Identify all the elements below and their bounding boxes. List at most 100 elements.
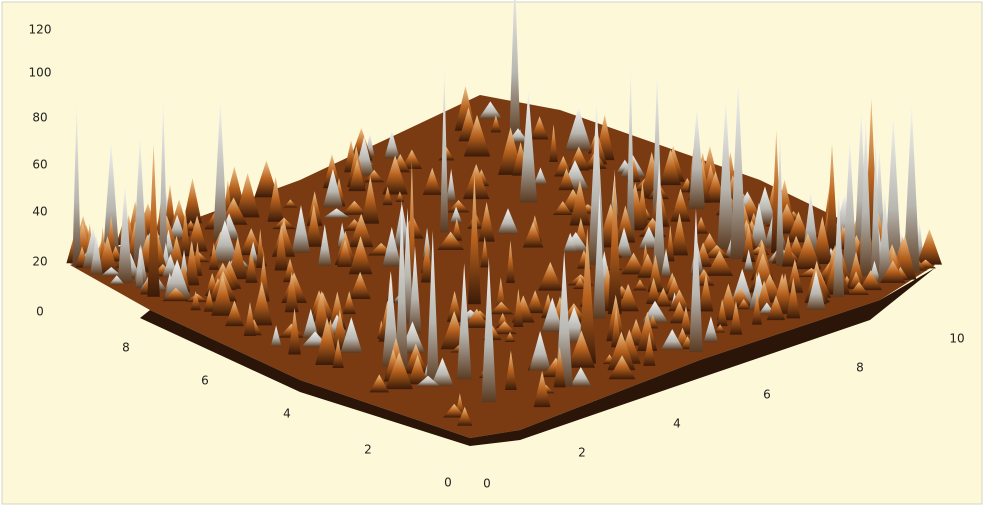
spike: [842, 138, 858, 276]
spike: [208, 242, 219, 270]
left-axis-label: 8: [122, 341, 130, 355]
z-axis-label: 0: [36, 305, 44, 319]
spike: [183, 178, 202, 224]
spike: [884, 114, 902, 273]
spike: [716, 298, 728, 326]
spike: [463, 308, 490, 328]
spike: [781, 235, 795, 267]
spike: [660, 248, 672, 277]
spike: [235, 172, 260, 218]
spike: [549, 124, 558, 163]
z-axis-label: 60: [32, 158, 47, 172]
spike: [554, 155, 573, 177]
spike: [437, 231, 465, 250]
spike: [256, 228, 265, 268]
spike: [706, 250, 734, 276]
spike: [227, 236, 248, 280]
spike: [348, 158, 366, 192]
spike: [284, 271, 299, 313]
spike: [251, 281, 273, 326]
spike: [565, 107, 592, 151]
spike: [694, 216, 708, 234]
spike: [267, 176, 284, 222]
spike: [506, 240, 515, 284]
spike: [490, 115, 502, 133]
spike: [245, 248, 258, 283]
surface-shadow-edge: [140, 268, 935, 446]
spike: [291, 205, 311, 254]
spike: [440, 67, 449, 233]
spike: [742, 223, 756, 263]
spike: [302, 308, 319, 338]
spike: [489, 301, 514, 315]
spike: [775, 133, 784, 266]
spike: [570, 366, 592, 387]
left-axis-label: 0: [444, 476, 452, 490]
spike: [162, 287, 190, 302]
spike: [615, 205, 636, 243]
spike: [254, 160, 279, 198]
spike: [305, 203, 323, 247]
spike: [158, 99, 168, 270]
spike: [90, 235, 103, 275]
spike: [462, 163, 490, 200]
spike: [652, 160, 666, 275]
spike: [213, 100, 228, 242]
spike: [679, 306, 693, 335]
spike: [426, 230, 439, 384]
spike: [456, 262, 472, 380]
spike: [407, 354, 428, 385]
spike: [102, 140, 120, 256]
spike: [717, 99, 735, 250]
spike: [341, 200, 367, 215]
spike: [431, 357, 454, 386]
spike: [533, 167, 548, 185]
spike: [497, 208, 519, 235]
spike: [420, 239, 434, 283]
spike: [607, 331, 636, 371]
spike: [382, 227, 402, 267]
spike: [349, 213, 374, 248]
spike: [495, 277, 506, 311]
spike: [243, 302, 257, 336]
spike: [878, 191, 892, 283]
spike: [728, 287, 753, 308]
spike: [135, 245, 144, 289]
spike: [526, 290, 544, 314]
right-axis-label: 10: [949, 332, 964, 346]
spike: [100, 267, 122, 276]
spike: [117, 184, 133, 284]
spike: [670, 188, 691, 222]
right-axis-label: 8: [856, 361, 864, 375]
spike: [239, 228, 263, 256]
spike: [504, 331, 516, 342]
right-axis-label: 4: [673, 417, 681, 431]
spike: [322, 208, 351, 219]
spike: [617, 283, 639, 312]
spike: [447, 200, 470, 213]
spike: [755, 280, 774, 314]
spike: [415, 375, 441, 387]
spike: [569, 180, 591, 226]
spike: [730, 80, 747, 260]
spike: [271, 220, 296, 257]
spike: [611, 306, 622, 348]
spike: [567, 330, 595, 368]
spike: [463, 114, 491, 157]
spike: [219, 197, 248, 225]
spike: [647, 254, 664, 293]
spike: [832, 191, 845, 298]
spike: [385, 352, 413, 390]
spike: [395, 191, 405, 202]
spike: [646, 277, 662, 304]
spike: [736, 299, 751, 310]
spike: [349, 271, 371, 300]
spike: [401, 149, 423, 169]
spike: [626, 66, 635, 241]
spike: [563, 232, 578, 253]
spike: [533, 370, 551, 408]
spike: [666, 225, 675, 262]
z-axis-label: 100: [29, 66, 52, 80]
